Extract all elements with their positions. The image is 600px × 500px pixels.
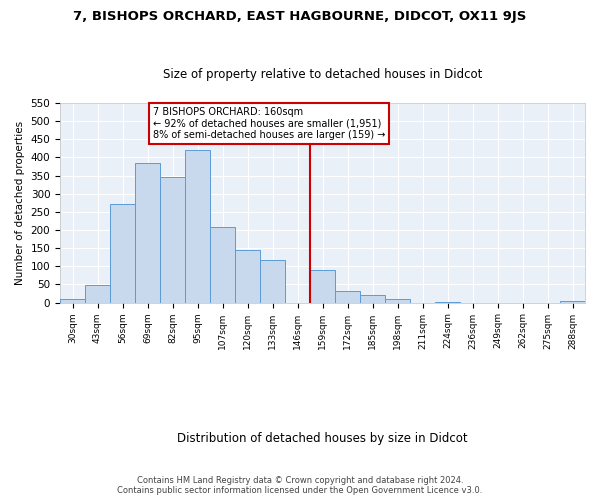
Text: Contains HM Land Registry data © Crown copyright and database right 2024.
Contai: Contains HM Land Registry data © Crown c… [118, 476, 482, 495]
X-axis label: Distribution of detached houses by size in Didcot: Distribution of detached houses by size … [177, 432, 468, 445]
Text: 7 BISHOPS ORCHARD: 160sqm
← 92% of detached houses are smaller (1,951)
8% of sem: 7 BISHOPS ORCHARD: 160sqm ← 92% of detac… [152, 106, 385, 140]
Bar [185, 150, 210, 302]
Bar [60, 298, 85, 302]
Bar [210, 226, 235, 302]
Bar [160, 176, 185, 302]
Text: 7, BISHOPS ORCHARD, EAST HAGBOURNE, DIDCOT, OX11 9JS: 7, BISHOPS ORCHARD, EAST HAGBOURNE, DIDC… [73, 10, 527, 23]
Bar [385, 298, 410, 302]
Bar [260, 260, 285, 302]
Bar [110, 204, 135, 302]
Bar [85, 285, 110, 302]
Bar [310, 270, 335, 302]
Bar [360, 296, 385, 302]
Title: Size of property relative to detached houses in Didcot: Size of property relative to detached ho… [163, 68, 482, 81]
Bar [335, 292, 360, 302]
Bar [235, 250, 260, 302]
Y-axis label: Number of detached properties: Number of detached properties [15, 120, 25, 285]
Bar [135, 163, 160, 302]
